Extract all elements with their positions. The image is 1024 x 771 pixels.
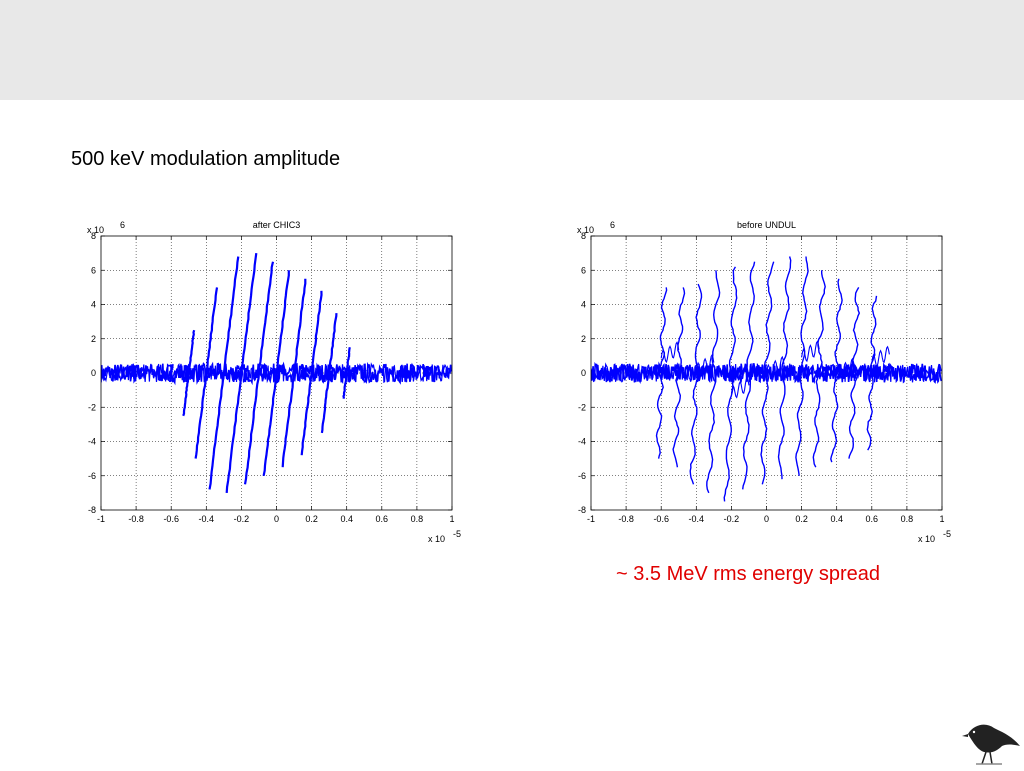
modulation-strand bbox=[262, 270, 290, 477]
modulation-strand bbox=[243, 261, 275, 485]
modulation-strand bbox=[723, 266, 738, 502]
data-points bbox=[101, 252, 452, 493]
x-tick-label: -0.4 bbox=[199, 514, 215, 524]
x-tick-label: -0.2 bbox=[724, 514, 740, 524]
x-tick-label: 1 bbox=[939, 514, 944, 524]
x-tick-label: -0.6 bbox=[653, 514, 669, 524]
y-tick-label: 6 bbox=[91, 265, 96, 275]
modulation-strand bbox=[361, 367, 367, 380]
x-tick-label: 0.6 bbox=[866, 514, 879, 524]
modulation-strand bbox=[194, 287, 219, 459]
plot-frame bbox=[590, 235, 943, 511]
plot-frame bbox=[100, 235, 453, 511]
energy-spread-caption: ~ 3.5 MeV rms energy spread bbox=[616, 563, 881, 585]
modulation-strand bbox=[655, 287, 668, 459]
modulation-loop bbox=[871, 345, 890, 368]
modulation-strand bbox=[689, 283, 703, 485]
x-tick-label: 1 bbox=[449, 514, 454, 524]
y-tick-label: -2 bbox=[578, 402, 586, 412]
chart-after-chic3-svg: after CHIC3 x 10 6 x 10 -5 -1 -0.8 -0.6 -0.4 -0.2… bbox=[87, 220, 461, 544]
modulation-loop bbox=[695, 353, 715, 376]
slide-heading: 500 keV modulation amplitude bbox=[71, 148, 341, 170]
modulation-loop bbox=[765, 355, 785, 378]
modulation-strand bbox=[812, 270, 826, 468]
x-tick-label: -0.8 bbox=[128, 514, 144, 524]
y-tick-label: 2 bbox=[581, 334, 586, 344]
x-tick-label: -0.2 bbox=[234, 514, 250, 524]
x-tick-label: 0 bbox=[764, 514, 769, 524]
x-multiplier-exponent: -5 bbox=[943, 529, 951, 539]
y-tick-label: 6 bbox=[581, 265, 586, 275]
modulation-strand bbox=[168, 363, 175, 383]
y-tick-label: -8 bbox=[88, 505, 96, 515]
modulation-strand bbox=[320, 313, 338, 434]
x-tick-label: -0.6 bbox=[163, 514, 179, 524]
modulation-loop bbox=[730, 376, 750, 399]
y-multiplier-label: x 10 bbox=[577, 225, 594, 235]
modulation-strand bbox=[742, 261, 756, 490]
crow-icon bbox=[962, 714, 1022, 766]
grid bbox=[591, 236, 942, 510]
x-multiplier-exponent: -5 bbox=[453, 529, 461, 539]
y-tick-label: -4 bbox=[88, 437, 96, 447]
y-tick-label: -6 bbox=[88, 471, 96, 481]
x-tick-label: -1 bbox=[587, 514, 595, 524]
modulation-strand bbox=[342, 347, 351, 399]
x-multiplier-label: x 10 bbox=[428, 534, 445, 544]
x-tick-label: -0.8 bbox=[618, 514, 634, 524]
x-tick-label: 0.8 bbox=[901, 514, 914, 524]
modulation-strand bbox=[795, 256, 809, 476]
x-tick-label: 0.4 bbox=[830, 514, 843, 524]
data-points bbox=[591, 256, 942, 502]
modulation-strand bbox=[208, 256, 240, 490]
noise-band bbox=[591, 361, 942, 385]
y-tick-label: 0 bbox=[581, 368, 586, 378]
modulation-strand bbox=[777, 256, 792, 480]
modulation-loop bbox=[660, 341, 680, 364]
modulation-strand bbox=[300, 290, 323, 456]
modulation-strand bbox=[866, 295, 878, 451]
y-tick-label: 8 bbox=[91, 231, 96, 241]
modulation-strand bbox=[672, 287, 686, 468]
y-tick-label: -2 bbox=[88, 402, 96, 412]
y-tick-label: 4 bbox=[581, 300, 586, 310]
modulation-strand bbox=[760, 261, 775, 485]
modulation-strand bbox=[281, 278, 307, 468]
chart-after-chic3: after CHIC3 x 10 6 x 10 -5 -1 -0.8 -0.6 -0.4 -0.2… bbox=[74, 210, 474, 550]
chart-title: after CHIC3 bbox=[253, 220, 301, 230]
modulation-strand bbox=[848, 287, 861, 459]
y-tick-label: 8 bbox=[581, 231, 586, 241]
x-tick-label: -0.4 bbox=[689, 514, 705, 524]
modulation-strand bbox=[182, 329, 196, 417]
x-tick-label: 0.6 bbox=[376, 514, 389, 524]
y-tick-label: -8 bbox=[578, 505, 586, 515]
modulation-strand bbox=[830, 278, 843, 463]
chart-before-undul: before UNDUL x 10 6 x 10 -5 -1 -0.8 -0.6 -0.4 -0.… bbox=[564, 210, 964, 550]
chart-title: before UNDUL bbox=[737, 220, 796, 230]
modulation-strand bbox=[706, 270, 721, 494]
y-multiplier-exponent: 6 bbox=[120, 220, 125, 230]
y-multiplier-label: x 10 bbox=[87, 225, 104, 235]
x-tick-label: 0.4 bbox=[340, 514, 353, 524]
x-tick-label: 0.2 bbox=[795, 514, 808, 524]
y-tick-label: 0 bbox=[91, 368, 96, 378]
modulation-loop bbox=[836, 357, 855, 380]
y-tick-label: 4 bbox=[91, 300, 96, 310]
y-tick-label: -6 bbox=[578, 471, 586, 481]
x-tick-label: 0.8 bbox=[411, 514, 424, 524]
x-multiplier-label: x 10 bbox=[918, 534, 935, 544]
y-tick-label: -4 bbox=[578, 437, 586, 447]
grid bbox=[101, 236, 452, 510]
x-tick-label: 0.2 bbox=[305, 514, 318, 524]
x-tick-label: -1 bbox=[97, 514, 105, 524]
modulation-loop bbox=[801, 340, 820, 363]
header-band bbox=[0, 0, 1024, 100]
x-tick-label: 0 bbox=[274, 514, 279, 524]
modulation-strand bbox=[225, 252, 258, 493]
y-multiplier-exponent: 6 bbox=[610, 220, 615, 230]
chart-before-undul-svg: before UNDUL x 10 6 x 10 -5 -1 -0.8 -0.6 -0.4 -0.… bbox=[577, 220, 951, 544]
y-tick-label: 2 bbox=[91, 334, 96, 344]
